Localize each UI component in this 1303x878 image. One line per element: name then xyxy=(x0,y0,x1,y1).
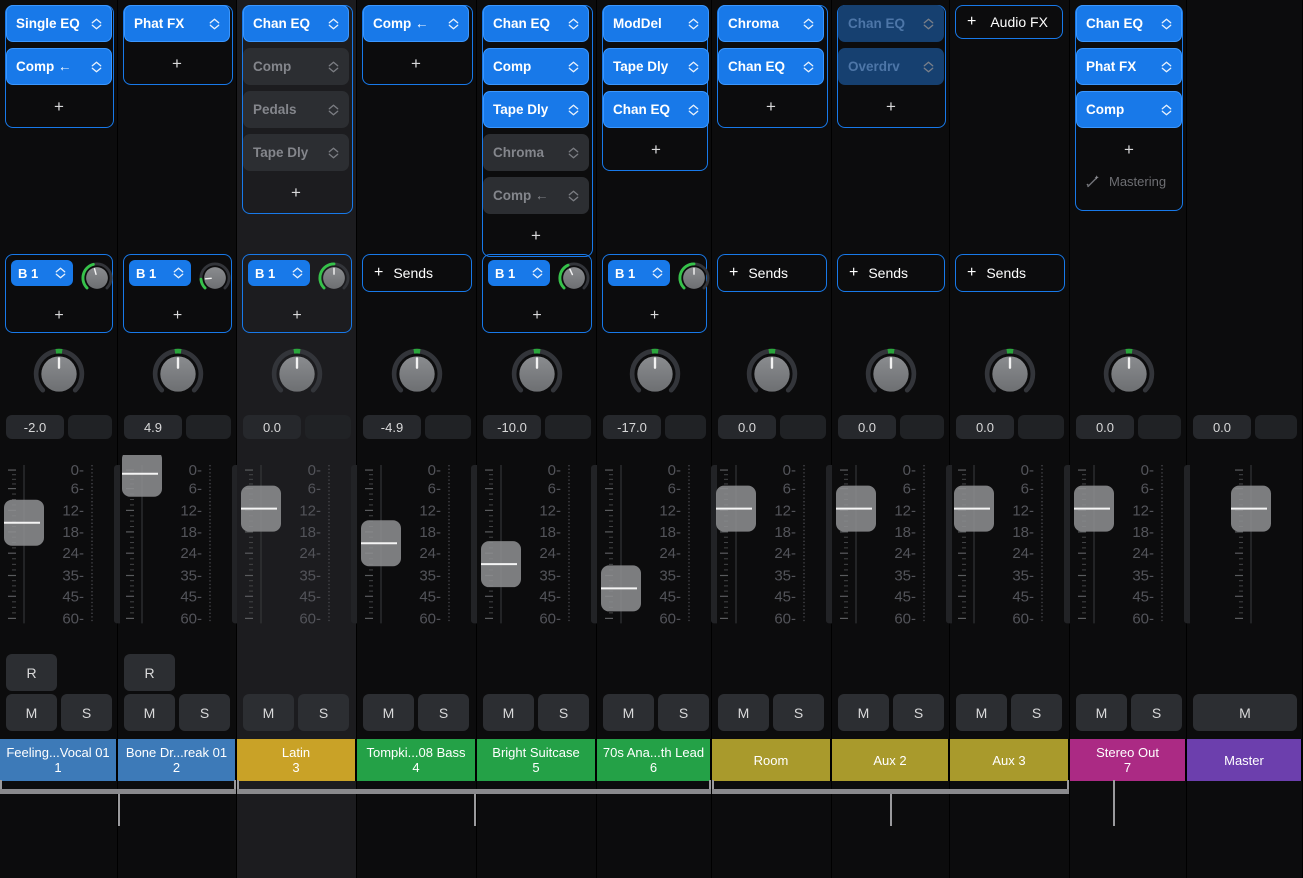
svg-text:60-: 60- xyxy=(62,610,84,627)
svg-text:18-: 18- xyxy=(894,523,916,540)
svg-text:24-: 24- xyxy=(180,545,202,562)
svg-text:6-: 6- xyxy=(189,480,202,497)
svg-text:35-: 35- xyxy=(180,567,202,584)
svg-text:60-: 60- xyxy=(299,610,321,627)
svg-text:24-: 24- xyxy=(659,545,681,562)
svg-text:0-: 0- xyxy=(548,462,561,479)
svg-text:45-: 45- xyxy=(419,588,441,605)
svg-text:35-: 35- xyxy=(419,567,441,584)
svg-text:18-: 18- xyxy=(659,523,681,540)
svg-text:6-: 6- xyxy=(428,480,441,497)
svg-text:24-: 24- xyxy=(894,545,916,562)
svg-text:35-: 35- xyxy=(659,567,681,584)
svg-text:35-: 35- xyxy=(62,567,84,584)
svg-text:12-: 12- xyxy=(419,502,441,519)
svg-text:45-: 45- xyxy=(1132,588,1154,605)
svg-text:0-: 0- xyxy=(189,462,202,479)
svg-text:35-: 35- xyxy=(299,567,321,584)
svg-text:45-: 45- xyxy=(180,588,202,605)
svg-text:18-: 18- xyxy=(1132,523,1154,540)
svg-text:45-: 45- xyxy=(894,588,916,605)
svg-text:18-: 18- xyxy=(539,523,561,540)
svg-text:0-: 0- xyxy=(783,462,796,479)
svg-text:6-: 6- xyxy=(548,480,561,497)
svg-text:0-: 0- xyxy=(903,462,916,479)
svg-text:60-: 60- xyxy=(1012,610,1034,627)
svg-text:24-: 24- xyxy=(1012,545,1034,562)
svg-text:60-: 60- xyxy=(774,610,796,627)
svg-text:45-: 45- xyxy=(774,588,796,605)
svg-text:12-: 12- xyxy=(299,502,321,519)
svg-text:45-: 45- xyxy=(299,588,321,605)
svg-text:18-: 18- xyxy=(62,523,84,540)
svg-text:18-: 18- xyxy=(1012,523,1034,540)
svg-text:12-: 12- xyxy=(62,502,84,519)
svg-text:0-: 0- xyxy=(71,462,84,479)
svg-text:6-: 6- xyxy=(308,480,321,497)
svg-text:12-: 12- xyxy=(1012,502,1034,519)
svg-text:24-: 24- xyxy=(539,545,561,562)
svg-text:35-: 35- xyxy=(539,567,561,584)
svg-text:60-: 60- xyxy=(1132,610,1154,627)
svg-text:12-: 12- xyxy=(774,502,796,519)
svg-text:35-: 35- xyxy=(1132,567,1154,584)
svg-text:18-: 18- xyxy=(299,523,321,540)
svg-text:12-: 12- xyxy=(659,502,681,519)
svg-text:24-: 24- xyxy=(1132,545,1154,562)
svg-text:60-: 60- xyxy=(659,610,681,627)
svg-text:0-: 0- xyxy=(1141,462,1154,479)
svg-text:0-: 0- xyxy=(428,462,441,479)
svg-text:35-: 35- xyxy=(774,567,796,584)
svg-text:35-: 35- xyxy=(894,567,916,584)
svg-text:6-: 6- xyxy=(783,480,796,497)
svg-text:45-: 45- xyxy=(659,588,681,605)
svg-text:35-: 35- xyxy=(1012,567,1034,584)
svg-text:24-: 24- xyxy=(774,545,796,562)
svg-text:0-: 0- xyxy=(308,462,321,479)
svg-text:6-: 6- xyxy=(903,480,916,497)
svg-text:6-: 6- xyxy=(1141,480,1154,497)
svg-text:45-: 45- xyxy=(1012,588,1034,605)
svg-text:12-: 12- xyxy=(180,502,202,519)
svg-text:6-: 6- xyxy=(1021,480,1034,497)
svg-text:60-: 60- xyxy=(180,610,202,627)
svg-text:18-: 18- xyxy=(419,523,441,540)
svg-text:0-: 0- xyxy=(1021,462,1034,479)
svg-text:12-: 12- xyxy=(539,502,561,519)
svg-text:0-: 0- xyxy=(668,462,681,479)
svg-text:45-: 45- xyxy=(62,588,84,605)
svg-text:24-: 24- xyxy=(299,545,321,562)
svg-text:18-: 18- xyxy=(180,523,202,540)
svg-text:24-: 24- xyxy=(419,545,441,562)
svg-text:6-: 6- xyxy=(668,480,681,497)
svg-text:60-: 60- xyxy=(894,610,916,627)
svg-text:60-: 60- xyxy=(419,610,441,627)
svg-text:24-: 24- xyxy=(62,545,84,562)
svg-text:6-: 6- xyxy=(71,480,84,497)
svg-text:45-: 45- xyxy=(539,588,561,605)
svg-text:18-: 18- xyxy=(774,523,796,540)
svg-text:60-: 60- xyxy=(539,610,561,627)
svg-text:12-: 12- xyxy=(1132,502,1154,519)
svg-text:12-: 12- xyxy=(894,502,916,519)
